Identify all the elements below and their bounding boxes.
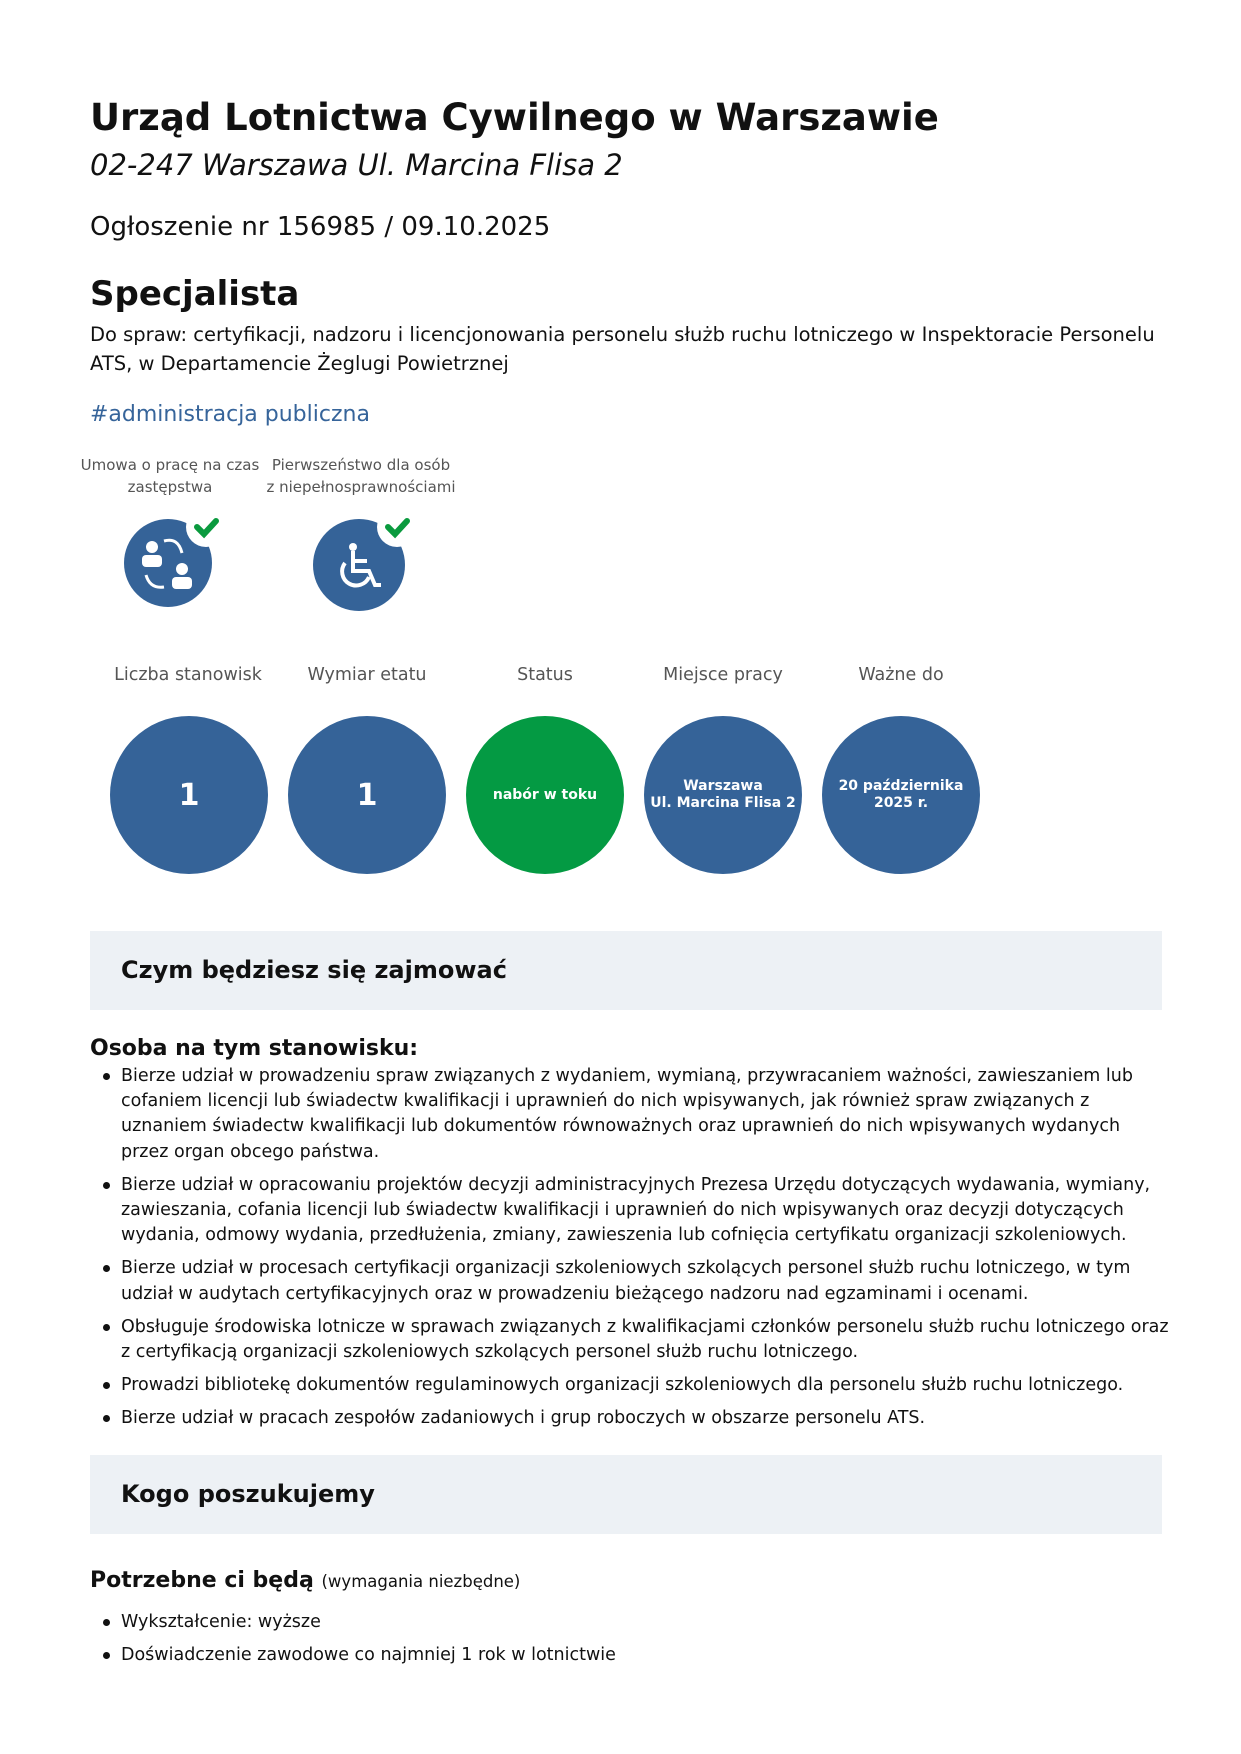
stat-label-fte: Wymiar etatu [307, 665, 427, 685]
feature-label: Umowa o pracę na czas zastępstwa [80, 456, 260, 496]
requirements-section-header: Kogo poszukujemy [90, 1455, 1162, 1534]
hashtag-link[interactable]: #administracja publiczna [90, 402, 370, 427]
stat-label-status: Status [517, 665, 573, 685]
stat-workplace-value: Warszawa Ul. Marcina Flisa 2 [644, 716, 802, 874]
list-item: Prowadzi bibliotekę dokumentów regulamin… [90, 1373, 1170, 1398]
employer-name: Urząd Lotnictwa Cywilnego w Warszawie [90, 96, 939, 139]
list-item: Bierze udział w prowadzeniu spraw związa… [90, 1064, 1170, 1165]
stat-label-positions: Liczba stanowisk [114, 665, 262, 685]
stat-positions-count: 1 [110, 716, 268, 874]
duties-section-header: Czym będziesz się zajmować [90, 931, 1162, 1010]
position-description: Do spraw: certyfikacji, nadzoru i licenc… [90, 323, 1155, 375]
stat-label-valid-until: Ważne do [858, 665, 944, 685]
list-item: Bierze udział w opracowaniu projektów de… [90, 1173, 1170, 1249]
requirements-subtitle: Potrzebne ci będą (wymagania niezbędne) [90, 1568, 520, 1593]
feature-substitution-contract: Umowa o pracę na czas zastępstwa [75, 454, 265, 607]
stat-fte-value: 1 [288, 716, 446, 874]
list-item: Bierze udział w pracach zespołów zadanio… [90, 1406, 1170, 1431]
position-title: Specjalista [90, 274, 300, 314]
feature-disability-priority: Pierwszeństwo dla osób z niepełnosprawno… [266, 454, 456, 611]
wheelchair-icon [313, 511, 411, 611]
section-title: Kogo poszukujemy [121, 1480, 375, 1508]
stat-label-workplace: Miejsce pracy [663, 665, 783, 685]
requirements-subtitle-note: (wymagania niezbędne) [321, 1572, 521, 1591]
employer-address: 02-247 Warszawa Ul. Marcina Flisa 2 [90, 148, 623, 182]
list-item: Doświadczenie zawodowe co najmniej 1 rok… [90, 1643, 1170, 1668]
stat-status-value: nabór w toku [466, 716, 624, 874]
section-title: Czym będziesz się zajmować [121, 956, 507, 984]
duties-list: Bierze udział w prowadzeniu spraw związa… [90, 1064, 1170, 1440]
list-item: Obsługuje środowiska lotnicze w sprawach… [90, 1315, 1170, 1365]
stat-valid-until-value: 20 października 2025 r. [822, 716, 980, 874]
requirements-list: Wykształcenie: wyższe Doświadczenie zawo… [90, 1610, 1170, 1676]
feature-label: Pierwszeństwo dla osób z niepełnosprawno… [266, 456, 456, 496]
people-swap-icon [124, 511, 220, 607]
list-item: Bierze udział w procesach certyfikacji o… [90, 1256, 1170, 1306]
list-item: Wykształcenie: wyższe [90, 1610, 1170, 1635]
notice-number: Ogłoszenie nr 156985 / 09.10.2025 [90, 212, 551, 242]
requirements-subtitle-text: Potrzebne ci będą [90, 1568, 314, 1593]
duties-subtitle: Osoba na tym stanowisku: [90, 1036, 419, 1061]
